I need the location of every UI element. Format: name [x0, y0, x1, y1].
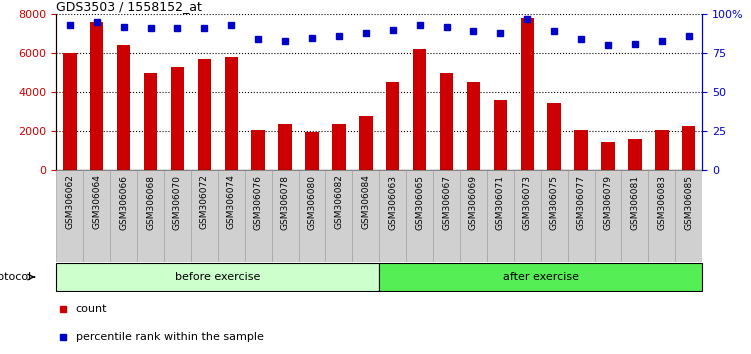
Text: GSM306077: GSM306077	[577, 175, 586, 229]
Bar	[279, 124, 292, 170]
Bar	[575, 130, 588, 170]
Bar	[622, 170, 648, 262]
Bar	[164, 170, 191, 262]
Bar	[245, 170, 272, 262]
Text: GSM306062: GSM306062	[65, 175, 74, 229]
Text: GSM306068: GSM306068	[146, 175, 155, 229]
Bar	[520, 18, 534, 170]
Text: GSM306070: GSM306070	[173, 175, 182, 229]
Bar	[675, 170, 702, 262]
Bar	[332, 124, 345, 170]
Text: GSM306066: GSM306066	[119, 175, 128, 229]
Bar	[547, 103, 561, 170]
Bar	[170, 67, 184, 170]
Text: GSM306085: GSM306085	[684, 175, 693, 229]
Bar	[299, 170, 325, 262]
Text: GSM306073: GSM306073	[523, 175, 532, 229]
Text: GSM306072: GSM306072	[200, 175, 209, 229]
Bar	[272, 170, 299, 262]
Bar	[466, 82, 480, 170]
Bar	[137, 170, 164, 262]
Text: GSM306063: GSM306063	[388, 175, 397, 229]
Bar	[433, 170, 460, 262]
Bar	[198, 59, 211, 170]
Bar	[359, 116, 372, 170]
Bar	[386, 82, 400, 170]
Bar	[352, 170, 379, 262]
Bar	[63, 53, 77, 170]
Bar	[218, 170, 245, 262]
Bar	[379, 263, 702, 291]
Bar	[682, 126, 695, 170]
Text: GSM306075: GSM306075	[550, 175, 559, 229]
Bar	[440, 73, 454, 170]
Bar	[493, 100, 507, 170]
Text: GSM306069: GSM306069	[469, 175, 478, 229]
Bar	[541, 170, 568, 262]
Bar	[56, 170, 83, 262]
Bar	[379, 170, 406, 262]
Text: after exercise: after exercise	[502, 272, 579, 282]
Bar	[225, 57, 238, 170]
Bar	[56, 263, 379, 291]
Bar	[110, 170, 137, 262]
Text: GSM306083: GSM306083	[657, 175, 666, 229]
Bar	[568, 170, 595, 262]
Bar	[413, 49, 427, 170]
Text: GSM306079: GSM306079	[604, 175, 613, 229]
Text: count: count	[76, 304, 107, 314]
Text: GSM306071: GSM306071	[496, 175, 505, 229]
Bar	[648, 170, 675, 262]
Text: GSM306080: GSM306080	[307, 175, 316, 229]
Text: GSM306084: GSM306084	[361, 175, 370, 229]
Bar	[514, 170, 541, 262]
Bar	[595, 170, 622, 262]
Text: GSM306074: GSM306074	[227, 175, 236, 229]
Bar	[143, 73, 157, 170]
Bar	[90, 22, 104, 170]
Bar	[325, 170, 352, 262]
Bar	[460, 170, 487, 262]
Text: GSM306076: GSM306076	[254, 175, 263, 229]
Text: GSM306082: GSM306082	[334, 175, 343, 229]
Text: GSM306067: GSM306067	[442, 175, 451, 229]
Bar	[602, 142, 615, 170]
Bar	[305, 132, 318, 170]
Text: GSM306078: GSM306078	[281, 175, 290, 229]
Bar	[655, 130, 668, 170]
Text: before exercise: before exercise	[175, 272, 261, 282]
Bar	[252, 130, 265, 170]
Text: GSM306064: GSM306064	[92, 175, 101, 229]
Text: GSM306065: GSM306065	[415, 175, 424, 229]
Bar	[487, 170, 514, 262]
Text: GSM306081: GSM306081	[630, 175, 639, 229]
Bar	[117, 45, 131, 170]
Bar	[191, 170, 218, 262]
Text: protocol: protocol	[0, 272, 31, 282]
Bar	[83, 170, 110, 262]
Bar	[406, 170, 433, 262]
Text: GDS3503 / 1558152_at: GDS3503 / 1558152_at	[56, 0, 202, 13]
Text: percentile rank within the sample: percentile rank within the sample	[76, 332, 264, 342]
Bar	[628, 139, 641, 170]
